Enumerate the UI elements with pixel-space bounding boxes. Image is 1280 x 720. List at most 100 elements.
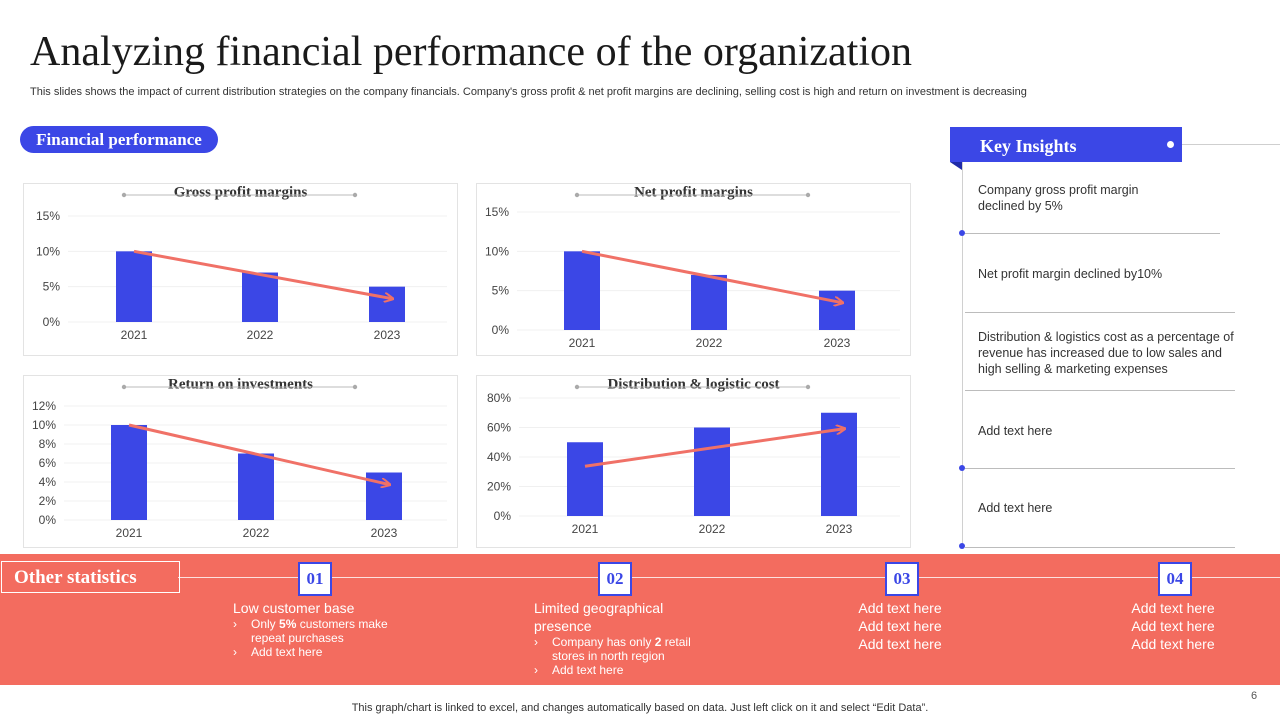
- stat-line-4b: Add text here: [1131, 618, 1215, 634]
- stat-line-4a: Add text here: [1131, 600, 1215, 616]
- y-tick-label: 5%: [492, 284, 510, 298]
- bar-2022: [694, 427, 730, 516]
- stat-item-1: Low customer base › Only 5% customers mak…: [233, 599, 433, 659]
- stat-line-3a: Add text here: [858, 600, 942, 616]
- bar-2021: [116, 251, 152, 322]
- section-label-financial-performance: Financial performance: [20, 126, 218, 153]
- key-insights-header: Key Insights: [950, 127, 1182, 162]
- x-tick-label: 2023: [824, 336, 851, 350]
- bar-2022: [238, 453, 274, 520]
- stat-line-3c: Add text here: [858, 636, 942, 652]
- chart-title-underline-dot: [121, 384, 127, 390]
- key-insights-title: Key Insights: [980, 136, 1077, 156]
- chart-title-underline-dot: [574, 384, 580, 390]
- bar-2023: [819, 290, 855, 330]
- key-insight-divider-4: [965, 468, 1235, 469]
- stat-line-3b: Add text here: [858, 618, 942, 634]
- key-insight-divider-1: [965, 233, 1220, 234]
- key-insight-divider-3: [965, 390, 1235, 391]
- other-statistics-line: [178, 577, 1280, 578]
- trend-arrow: [128, 423, 389, 485]
- chart-title-underline-dot: [352, 384, 358, 390]
- trend-arrow: [581, 249, 842, 302]
- bar-2023: [369, 286, 405, 322]
- y-tick-label: 12%: [32, 399, 56, 413]
- x-tick-label: 2022: [696, 336, 723, 350]
- stat-item-4: Add text here Add text here Add text her…: [1103, 599, 1243, 653]
- y-tick-label: 15%: [485, 205, 509, 219]
- bar-2021: [564, 251, 600, 330]
- y-tick-label: 0%: [43, 315, 61, 329]
- x-tick-label: 2021: [121, 328, 148, 342]
- stat-heading-2-line2: presence: [534, 618, 592, 634]
- chart-title-underline-dot: [805, 192, 811, 198]
- chart-return-on-investments: Return on investments 0% 2% 4% 6% 8% 10% 12% 202…: [32, 377, 447, 540]
- y-tick-label: 60%: [487, 421, 511, 435]
- key-insight-item-5: Add text here: [978, 501, 1053, 515]
- x-tick-label: 2022: [243, 526, 270, 540]
- y-tick-label: 2%: [39, 494, 57, 508]
- y-tick-label: 20%: [487, 480, 511, 494]
- y-tick-label: 10%: [36, 244, 60, 258]
- y-tick-label: 8%: [39, 437, 57, 451]
- y-tick-label: 6%: [39, 456, 57, 470]
- key-insights-timeline: [962, 162, 963, 548]
- y-tick-label: 80%: [487, 391, 511, 405]
- stat-heading-2-line1: Limited geographical: [534, 600, 664, 616]
- bar-2021: [111, 425, 147, 520]
- chart-title-underline-dot: [352, 192, 358, 198]
- y-tick-label: 0%: [492, 323, 510, 337]
- stat-bullet-1b: › Add text here: [233, 645, 323, 659]
- y-tick-label: 10%: [32, 418, 56, 432]
- footer-note: This graph/chart is linked to excel, and…: [351, 702, 929, 714]
- y-tick-label: 15%: [36, 209, 60, 223]
- stat-heading-1: Low customer base: [233, 600, 355, 616]
- x-tick-label: 2023: [826, 522, 853, 536]
- x-tick-label: 2021: [569, 336, 596, 350]
- trend-arrow: [584, 429, 844, 468]
- x-tick-label: 2021: [572, 522, 599, 536]
- chart-title: Distribution & logistic cost: [607, 377, 779, 393]
- key-insight-item-3: Distribution & logistics cost as a perce…: [978, 330, 1234, 376]
- stat-number-03: 03: [885, 562, 919, 596]
- chart-panel-gross-profit[interactable]: Gross profit margins 0% 5% 10% 15% 2021 2022 20…: [23, 183, 458, 356]
- y-tick-label: 10%: [485, 244, 509, 258]
- key-insight-item-2: Net profit margin declined by10%: [978, 267, 1163, 281]
- key-insight-dot-4: [959, 465, 965, 471]
- key-insight-dot-1: [959, 230, 965, 236]
- bar-2022: [242, 272, 278, 322]
- stat-item-2: Limited geographical presence › Company h…: [534, 599, 734, 677]
- chart-net-profit-margins: Net profit margins 0% 5% 10% 15% 2021 2022 2023: [485, 185, 900, 350]
- y-tick-label: 5%: [43, 280, 61, 294]
- y-tick-label: 4%: [39, 475, 57, 489]
- x-tick-label: 2023: [374, 328, 401, 342]
- chart-panel-roi[interactable]: Return on investments 0% 2% 4% 6% 8% 10% 12% 202…: [23, 375, 458, 548]
- x-tick-label: 2021: [116, 526, 143, 540]
- page-subtitle: This slides shows the impact of current …: [30, 86, 1027, 98]
- chart-title: Net profit margins: [634, 185, 753, 201]
- trend-arrow: [133, 249, 392, 298]
- chart-title: Gross profit margins: [174, 185, 308, 201]
- other-statistics-title: Other statistics: [1, 561, 180, 593]
- chart-title: Return on investments: [168, 377, 313, 393]
- chart-title-underline-dot: [121, 192, 127, 198]
- stat-bullet-2b: › Add text here: [534, 663, 624, 677]
- chart-panel-distribution[interactable]: Distribution & logistic cost 0% 20% 40% 60% 8…: [476, 375, 911, 548]
- key-insight-item-1: Company gross profit margin declined by …: [978, 183, 1139, 213]
- stat-number-01: 01: [298, 562, 332, 596]
- chart-title-underline-dot: [574, 192, 580, 198]
- chart-distribution-logistic-cost: Distribution & logistic cost 0% 20% 40% 60% 8…: [487, 377, 900, 536]
- x-tick-label: 2022: [247, 328, 274, 342]
- key-insight-dot-5: [959, 543, 965, 549]
- key-insight-item-4: Add text here: [978, 424, 1053, 438]
- stat-item-3: Add text here Add text here Add text her…: [830, 599, 970, 653]
- key-insights-header-dot: [1167, 141, 1174, 148]
- key-insight-divider-5: [965, 547, 1235, 548]
- y-tick-label: 0%: [39, 513, 57, 527]
- stat-line-4c: Add text here: [1131, 636, 1215, 652]
- y-tick-label: 0%: [494, 509, 512, 523]
- stat-bullet-1a: › Only 5% customers make repeat purchases: [233, 617, 388, 645]
- chart-panel-net-profit[interactable]: Net profit margins 0% 5% 10% 15% 2021 2022 2023: [476, 183, 911, 356]
- page-number: 6: [1251, 690, 1258, 702]
- bar-2022: [691, 274, 727, 330]
